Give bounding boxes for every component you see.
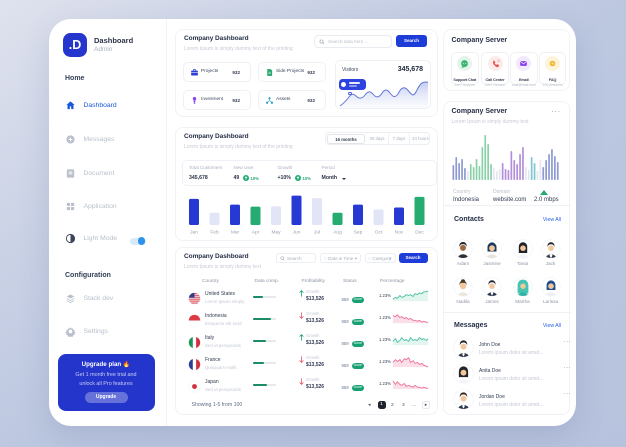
svg-text:Jun: Jun xyxy=(293,230,301,236)
svg-text:Jul: Jul xyxy=(314,230,320,236)
svg-text:Feb: Feb xyxy=(210,230,219,236)
svg-text:Aug: Aug xyxy=(333,230,342,236)
svg-text:May: May xyxy=(271,230,281,236)
svg-text:Sep: Sep xyxy=(354,230,363,236)
svg-text:Jan: Jan xyxy=(190,230,198,236)
svg-text:Apr: Apr xyxy=(252,230,260,236)
svg-text:Oct: Oct xyxy=(375,230,383,236)
svg-text:Dec: Dec xyxy=(415,230,424,236)
svg-text:Nov: Nov xyxy=(395,230,404,236)
svg-text:Mar: Mar xyxy=(231,230,240,236)
